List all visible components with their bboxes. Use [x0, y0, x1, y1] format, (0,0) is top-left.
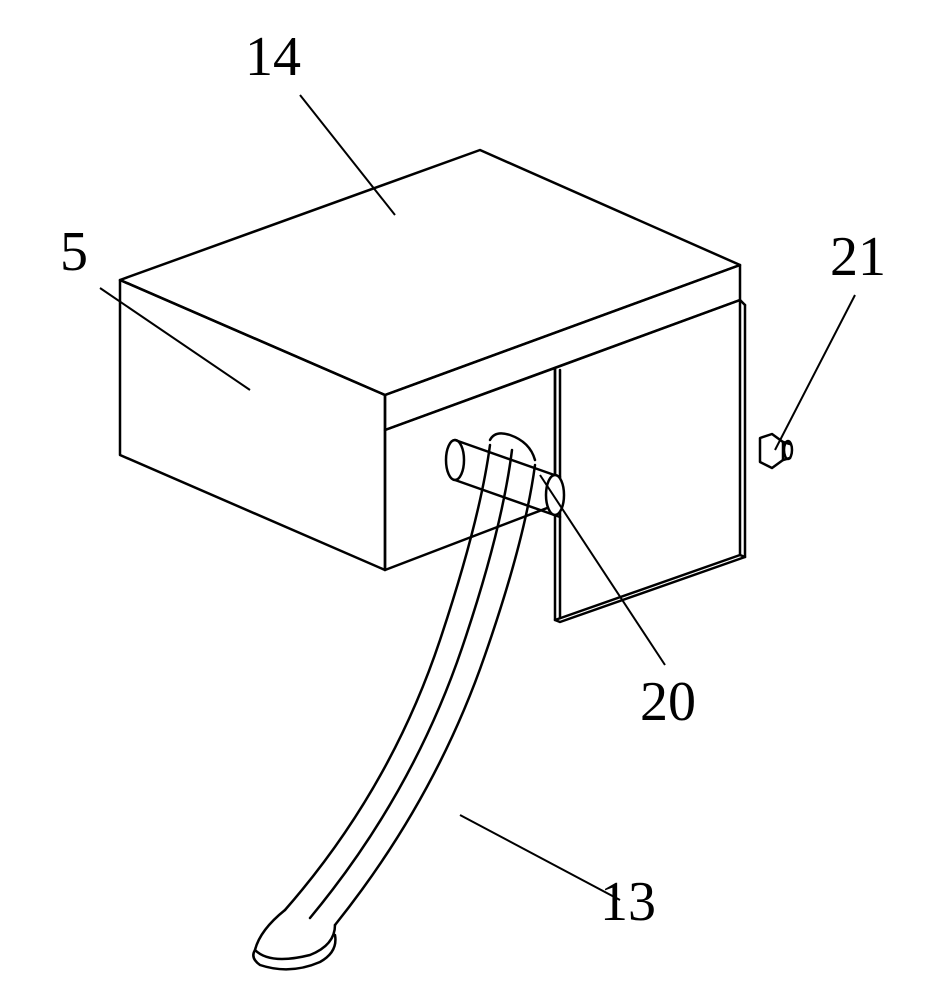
main-assembly [120, 150, 792, 969]
label-13: 13 [600, 870, 656, 934]
box-front-face [120, 280, 385, 570]
strap [253, 433, 535, 969]
leader-13 [460, 815, 620, 900]
box-top-face [120, 150, 740, 395]
technical-drawing: 14 5 21 20 13 [0, 0, 947, 1000]
label-5: 5 [60, 220, 88, 284]
bracket-front-plate [555, 300, 740, 620]
label-14: 14 [245, 25, 301, 89]
diagram-svg [0, 0, 947, 1000]
label-20: 20 [640, 670, 696, 734]
bracket-bottom-thickness [555, 555, 745, 622]
bolt-assembly [760, 434, 792, 468]
label-21: 21 [830, 225, 886, 289]
shaft-cylinder [446, 440, 564, 517]
box-right-strip [385, 265, 740, 430]
leader-lines [100, 95, 855, 900]
leader-21 [775, 295, 855, 450]
